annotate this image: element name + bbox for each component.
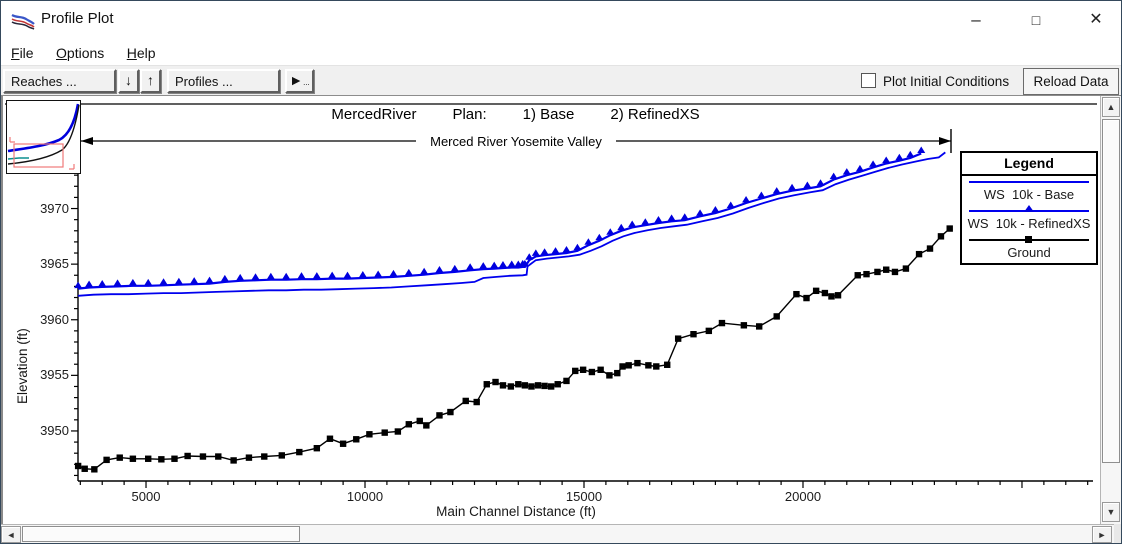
y-tick-label: 3955 — [40, 367, 69, 383]
plot-initial-conditions-option: Plot Initial Conditions — [861, 73, 1009, 89]
play-icon: ► — [289, 72, 304, 88]
scroll-left-button[interactable]: ◄ — [1, 526, 21, 543]
legend-sample-base — [962, 176, 1096, 187]
thumb-ground-curve — [7, 104, 80, 165]
toolbar: Reaches ... ↓ ↑ Profiles ... ►... Plot I… — [1, 65, 1121, 96]
series-line — [78, 151, 946, 297]
chart-region: MercedRiver Plan: 1) Base 2) RefinedXS M… — [1, 96, 1098, 524]
menu-file[interactable]: File — [11, 45, 34, 61]
plan-1: 1) Base — [522, 106, 575, 123]
scroll-right-button[interactable]: ► — [1092, 526, 1112, 543]
x-tick-label: 20000 — [784, 489, 822, 504]
x-tick-label: 15000 — [565, 489, 603, 504]
minimize-button[interactable]: – — [971, 10, 981, 29]
thumb-crit-curve — [7, 157, 29, 160]
plot-title: MercedRiver Plan: 1) Base 2) RefinedXS — [78, 106, 953, 123]
thumb-zoom-extent — [13, 143, 64, 168]
legend: Legend WS 10k - Base WS 10k - RefinedXS … — [960, 151, 1098, 265]
app-icon — [11, 14, 35, 30]
legend-sample-refinedxs — [962, 205, 1096, 216]
overview-thumbnail[interactable] — [6, 100, 81, 174]
y-tick-label: 3965 — [40, 256, 69, 272]
horizontal-scrollbar[interactable]: ◄ ► — [1, 524, 1114, 543]
legend-label-ground: Ground — [1007, 245, 1051, 260]
menu-options[interactable]: Options — [56, 45, 105, 61]
profile-plot-canvas[interactable] — [3, 96, 1100, 524]
vertical-scrollbar[interactable]: ▲ ▼ — [1100, 96, 1121, 524]
menu-help[interactable]: Help — [126, 45, 156, 61]
square-marker-icon — [1025, 236, 1032, 243]
arrow-up-button[interactable]: ↑ — [140, 69, 161, 93]
x-tick-label: 10000 — [346, 489, 384, 504]
y-tick-label: 3970 — [40, 200, 69, 216]
river-name: MercedRiver — [331, 106, 417, 123]
plan-label: Plan: — [452, 106, 487, 123]
horizontal-scroll-thumb[interactable] — [22, 526, 300, 542]
title-bar: Profile Plot – □ ✕ — [1, 1, 1121, 39]
triangle-marker-icon — [1024, 205, 1034, 212]
profiles-button[interactable]: Profiles ... — [167, 69, 280, 93]
plot-initial-conditions-label: Plot Initial Conditions — [883, 74, 1010, 89]
x-tick-label: 5000 — [131, 489, 161, 504]
scroll-up-button[interactable]: ▲ — [1102, 97, 1120, 117]
window-title: Profile Plot — [41, 10, 114, 27]
y-tick-label: 3960 — [40, 311, 69, 327]
maximize-button[interactable]: □ — [1031, 12, 1041, 28]
legend-label-base: WS 10k - Base — [983, 187, 1075, 202]
x-axis-label: Main Channel Distance (ft) — [436, 504, 596, 519]
legend-title: Legend — [962, 153, 1096, 176]
series-triangle — [77, 152, 922, 290]
vertical-scroll-thumb[interactable] — [1102, 119, 1120, 463]
menu-bar: File Options Help — [1, 39, 1121, 65]
legend-label-refinedxs: WS 10k - RefinedXS — [967, 216, 1091, 231]
plan-2: 2) RefinedXS — [610, 106, 700, 123]
arrow-down-button[interactable]: ↓ — [118, 69, 139, 93]
close-button[interactable]: ✕ — [1089, 11, 1103, 28]
animate-button[interactable]: ►... — [285, 69, 314, 93]
thumb-ws-curve — [7, 103, 80, 153]
legend-sample-ground — [962, 234, 1096, 245]
y-tick-label: 3950 — [40, 422, 69, 438]
reaches-button[interactable]: Reaches ... — [3, 69, 116, 93]
reload-data-button[interactable]: Reload Data — [1023, 68, 1119, 95]
plot-initial-conditions-checkbox[interactable] — [861, 73, 876, 88]
scrollbar-corner — [1114, 524, 1121, 543]
scroll-down-button[interactable]: ▼ — [1102, 502, 1120, 522]
